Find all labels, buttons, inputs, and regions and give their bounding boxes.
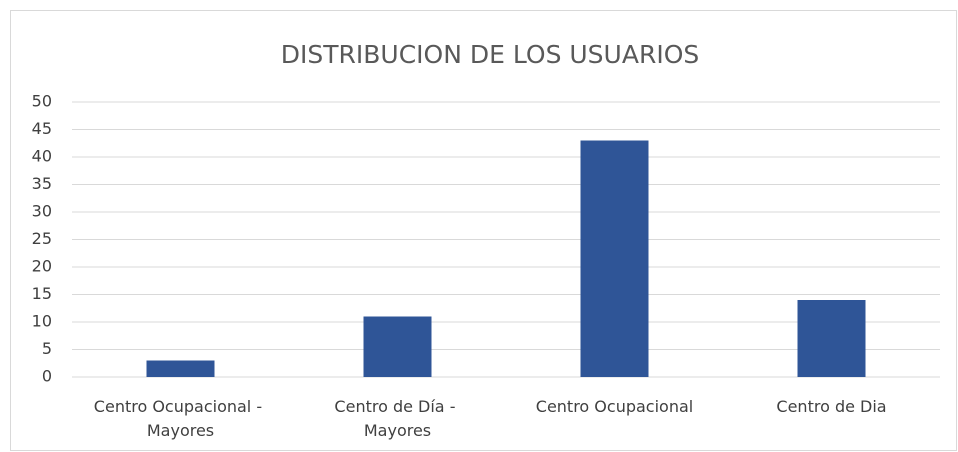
y-tick-label: 50: [32, 92, 52, 111]
bar: [146, 360, 215, 377]
y-tick-label: 35: [32, 174, 52, 193]
bar: [797, 300, 866, 377]
chart-title: DISTRIBUCION DE LOS USUARIOS: [281, 40, 700, 69]
bar: [363, 316, 432, 377]
bar: [580, 140, 649, 377]
y-tick-label: 40: [32, 147, 52, 166]
x-tick-label: Centro Ocupacional - Mayores: [94, 397, 267, 440]
x-tick-label: Centro de Dia: [776, 397, 886, 416]
y-tick-label: 20: [32, 257, 52, 276]
y-tick-label: 5: [42, 339, 52, 358]
x-tick-label: Centro de Día - Mayores: [334, 397, 460, 440]
chart-frame: [10, 10, 957, 451]
x-tick-label: Centro Ocupacional: [536, 397, 693, 416]
y-tick-label: 0: [42, 367, 52, 386]
y-tick-label: 10: [32, 312, 52, 331]
y-tick-label: 15: [32, 284, 52, 303]
y-tick-label: 30: [32, 202, 52, 221]
y-tick-label: 25: [32, 229, 52, 248]
y-tick-label: 45: [32, 119, 52, 138]
